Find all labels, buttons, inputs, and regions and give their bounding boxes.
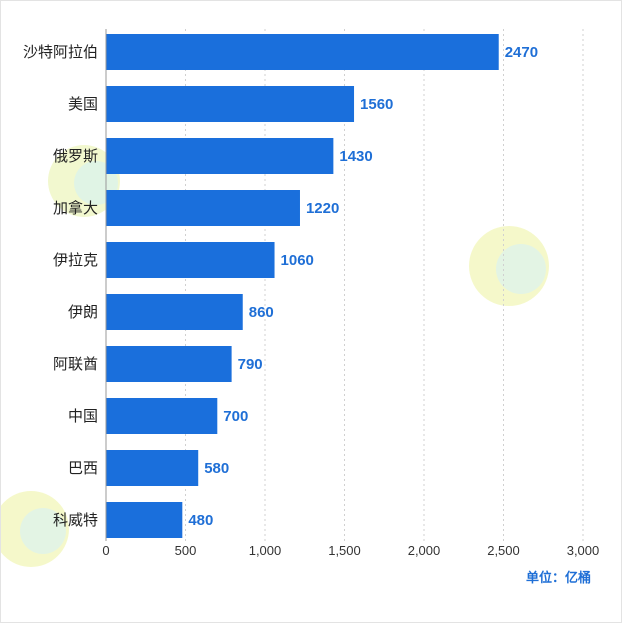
data-label: 700: [223, 408, 248, 425]
bar: [106, 450, 199, 486]
bar: [106, 242, 275, 278]
bar: [106, 502, 183, 538]
x-tick-label: 1,000: [249, 543, 282, 558]
x-tick-label: 500: [175, 543, 197, 558]
category-label: 俄罗斯: [53, 147, 98, 165]
category-label: 伊朗: [68, 303, 98, 321]
bar: [106, 346, 232, 382]
x-tick-label: 0: [102, 543, 109, 558]
unit-label: 单位：亿桶: [525, 571, 591, 586]
bar: [106, 34, 499, 70]
x-tick-label: 1,500: [328, 543, 361, 558]
watermark-logo: [20, 508, 66, 554]
x-axis: 0 500 1,000 1,500 2,000 2,500 3,000: [102, 29, 599, 558]
x-tick-label: 3,000: [567, 543, 600, 558]
category-label: 伊拉克: [53, 251, 98, 269]
x-tick-label: 2,500: [487, 543, 520, 558]
bar: [106, 294, 243, 330]
bar-series: [106, 34, 499, 538]
category-label: 阿联酋: [53, 355, 98, 373]
data-label: 1060: [281, 252, 314, 269]
category-label: 中国: [68, 407, 98, 425]
data-label: 1430: [339, 148, 372, 165]
data-labels: 2470 1560 1430 1220 1060 860 790 700 580 480: [188, 44, 538, 529]
data-label: 860: [249, 304, 274, 321]
bar: [106, 190, 300, 226]
bar: [106, 86, 355, 122]
category-label: 美国: [68, 95, 98, 113]
category-label: 巴西: [68, 459, 98, 477]
data-label: 580: [204, 460, 229, 477]
bar: [106, 138, 334, 174]
data-label: 2470: [505, 44, 538, 61]
data-label: 480: [188, 512, 213, 529]
watermark-group: [1, 145, 549, 567]
data-label: 1220: [306, 200, 339, 217]
data-label: 790: [238, 356, 263, 373]
bar: [106, 398, 218, 434]
data-label: 1560: [360, 96, 393, 113]
category-label: 沙特阿拉伯: [23, 43, 98, 61]
category-label: 加拿大: [53, 199, 98, 217]
watermark-logo: [496, 244, 546, 294]
category-label: 科威特: [53, 511, 98, 529]
x-tick-label: 2,000: [408, 543, 441, 558]
